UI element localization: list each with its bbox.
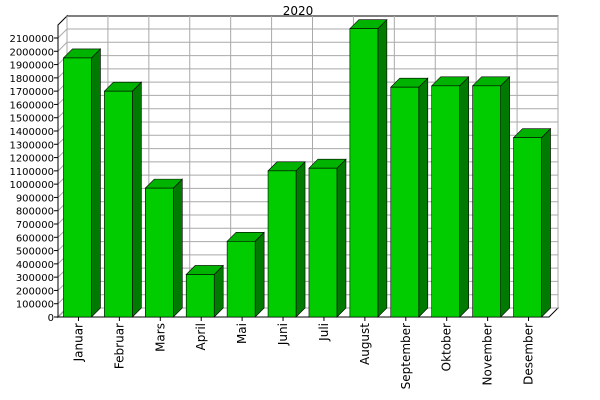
x-tick-label: Januar: [71, 323, 85, 362]
bar-side: [541, 127, 551, 318]
y-tick-label: 500000: [16, 247, 54, 258]
bar-front: [144, 187, 174, 318]
bar: [267, 161, 306, 318]
x-tick-label: Juni: [276, 323, 290, 346]
bar-side: [418, 77, 429, 318]
bar: [226, 231, 265, 318]
y-tick-label: 1300000: [9, 140, 54, 151]
bar-front: [267, 170, 297, 318]
bar-front: [472, 85, 501, 318]
y-tick-label: 200000: [16, 286, 54, 297]
y-tick-label: 1400000: [9, 127, 54, 138]
bar: [349, 18, 388, 318]
y-tick-label: 0: [48, 313, 54, 324]
x-axis-labels: Januar Februar Mars April Mai Juni Juli August S…: [71, 317, 536, 389]
bar-side: [336, 158, 347, 318]
y-tick-label: 1000000: [9, 180, 54, 191]
y-axis-ticks: 0 100000 200000 300000 400000 500000 600000 700…: [9, 34, 58, 324]
y-tick-label: 900000: [16, 193, 54, 204]
bars: [62, 18, 552, 318]
y-tick-label: 1600000: [9, 100, 54, 111]
y-tick-label: 2000000: [9, 47, 54, 58]
bar-front: [349, 28, 379, 318]
x-tick-label: Mars: [153, 323, 167, 352]
bar-front: [308, 167, 338, 318]
bar: [185, 264, 224, 318]
bar-side: [295, 161, 306, 318]
bar: [144, 178, 184, 318]
y-tick-label: 300000: [16, 273, 54, 284]
x-tick-label: November: [481, 323, 495, 385]
y-tick-label: 700000: [16, 220, 54, 231]
grid-line-side: [57, 41, 68, 52]
bar: [471, 76, 511, 318]
bar-front: [390, 86, 420, 318]
y-tick-label: 600000: [16, 233, 54, 244]
bar: [512, 127, 552, 318]
y-tick-label: 800000: [16, 207, 54, 218]
x-tick-label: August: [358, 323, 372, 365]
y-tick-label: 2100000: [9, 34, 54, 45]
bar-side: [172, 178, 183, 318]
x-tick-label: September: [399, 323, 413, 389]
y-tick-label: 400000: [16, 260, 54, 271]
y-tick-label: 1500000: [9, 114, 54, 125]
x-tick-label: April: [194, 323, 208, 350]
bar-side: [459, 76, 470, 318]
bar-side: [254, 231, 265, 318]
y-tick-label: 1700000: [9, 87, 54, 98]
x-tick-label: Juli: [317, 323, 331, 342]
grid-line-side: [57, 28, 68, 39]
bar: [103, 81, 143, 318]
bar-side: [500, 76, 510, 318]
bar: [430, 76, 470, 318]
y-tick-label: 1900000: [9, 61, 54, 72]
bar-front: [104, 90, 133, 318]
x-tick-label: Mai: [235, 323, 249, 344]
bar-side: [377, 18, 388, 318]
bar-front: [63, 57, 92, 318]
bar-front: [226, 240, 256, 318]
bar-front: [185, 274, 215, 318]
x-tick-label: Oktober: [440, 323, 454, 371]
bar-side: [132, 81, 142, 318]
x-tick-label: Februar: [112, 323, 126, 369]
y-tick-label: 100000: [16, 300, 54, 311]
bar-side: [91, 48, 101, 318]
bar: [62, 48, 102, 318]
y-tick-label: 1800000: [9, 74, 54, 85]
bar-front: [513, 137, 542, 318]
chart-title: 2020: [283, 4, 314, 18]
bar: [390, 77, 429, 318]
y-tick-label: 1200000: [9, 154, 54, 165]
y-tick-label: 1100000: [9, 167, 54, 178]
bar: [308, 158, 347, 318]
bar-front: [431, 85, 461, 318]
x-tick-label: Desember: [522, 323, 536, 385]
